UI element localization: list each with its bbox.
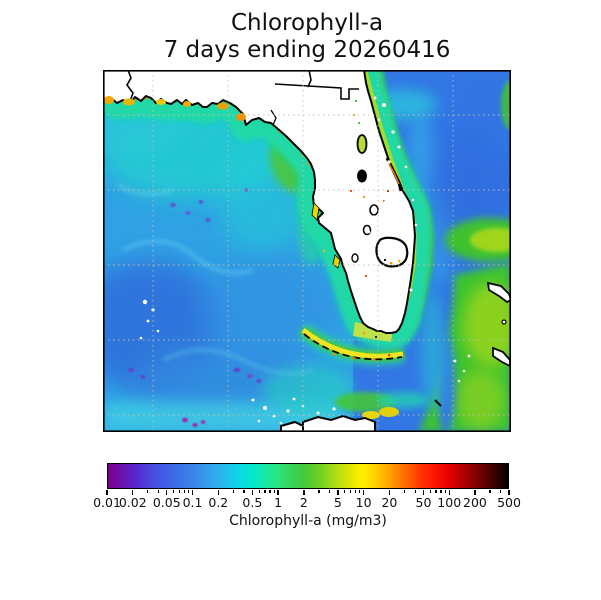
colorbar-major-tick	[217, 490, 219, 495]
colorbar-major-tick	[422, 490, 425, 495]
colorbar-tick-label: 0.1	[182, 495, 203, 510]
colorbar-gradient	[107, 463, 509, 489]
colorbar-minor-tick	[414, 490, 416, 493]
colorbar-minor-tick	[243, 490, 245, 493]
colorbar-major-tick	[277, 490, 279, 495]
colorbar-tick-label: 0.01	[93, 495, 121, 510]
colorbar-minor-tick	[500, 490, 502, 493]
colorbar-minor-tick	[264, 490, 266, 493]
map-border	[103, 70, 511, 432]
colorbar-minor-tick	[157, 490, 160, 493]
colorbar-minor-tick	[178, 490, 180, 493]
colorbar-tick-label: 0.05	[152, 495, 181, 510]
satellite-grain	[103, 70, 511, 432]
colorbar-minor-tick	[269, 490, 271, 493]
colorbar-tick-label: 0.5	[242, 495, 263, 510]
colorbar-tick-label: 50	[415, 495, 432, 510]
chlorophyll-map	[103, 70, 511, 432]
colorbar-major-tick	[448, 490, 450, 495]
colorbar-minor-tick	[344, 490, 346, 493]
colorbar-major-tick	[388, 490, 391, 495]
colorbar-minor-tick	[258, 490, 260, 493]
colorbar-ticks	[106, 490, 510, 496]
colorbar-minor-tick	[440, 490, 442, 493]
colorbar-major-tick	[474, 490, 476, 495]
colorbar-minor-tick	[183, 490, 185, 493]
colorbar-major-tick	[191, 490, 194, 495]
colorbar-tick-label: 200	[463, 495, 487, 510]
colorbar-tick-label: 500	[497, 495, 521, 510]
colorbar-major-tick	[251, 490, 254, 495]
colorbar-minor-tick	[172, 490, 175, 493]
colorbar-minor-tick	[429, 490, 431, 493]
colorbar-minor-tick	[435, 490, 437, 493]
title-line-2: 7 days ending 20260416	[163, 37, 451, 63]
figure-title: Chlorophyll-a 7 days ending 20260416	[103, 10, 511, 64]
colorbar-major-tick	[337, 490, 339, 495]
colorbar-major-tick	[132, 490, 134, 495]
title-line-1: Chlorophyll-a	[230, 10, 384, 36]
colorbar-minor-tick	[318, 490, 320, 493]
colorbar-minor-tick	[188, 490, 190, 493]
colorbar-major-tick	[363, 490, 365, 495]
map-canvas	[103, 70, 511, 432]
colorbar-tick-label: 0.2	[208, 495, 229, 510]
colorbar-minor-tick	[489, 490, 491, 493]
colorbar-minor-tick	[329, 490, 331, 493]
colorbar-tick-labels: 0.01 0.02 0.05 0.1 0.2 0.5 1 2 5 10 20 50 100 200 500	[93, 495, 521, 511]
colorbar-minor-tick	[232, 490, 235, 493]
gridlines	[103, 70, 511, 432]
colorbar-tick-label: 1	[274, 495, 283, 510]
colorbar-minor-tick	[354, 490, 357, 493]
colorbar-major-tick	[508, 490, 510, 495]
colorbar-minor-tick	[359, 490, 361, 493]
colorbar-tick-label: 20	[381, 495, 398, 510]
colorbar-tick-label: 2	[299, 495, 308, 510]
colorbar-minor-tick	[403, 490, 406, 493]
colorbar-minor-tick	[147, 490, 149, 493]
colorbar-minor-tick	[444, 490, 446, 493]
colorbar-label: Chlorophyll-a (mg/m3)	[229, 513, 387, 529]
colorbar-tick-label: 10	[355, 495, 372, 510]
colorbar-tick-label: 5	[333, 495, 342, 510]
colorbar-minor-tick	[273, 490, 275, 493]
colorbar-major-tick	[166, 490, 168, 495]
colorbar-major-tick	[106, 490, 108, 495]
colorbar-minor-tick	[349, 490, 352, 493]
colorbar-tick-label: 0.02	[118, 495, 147, 510]
colorbar-major-tick	[303, 490, 305, 495]
colorbar-tick-label: 100	[437, 495, 462, 510]
